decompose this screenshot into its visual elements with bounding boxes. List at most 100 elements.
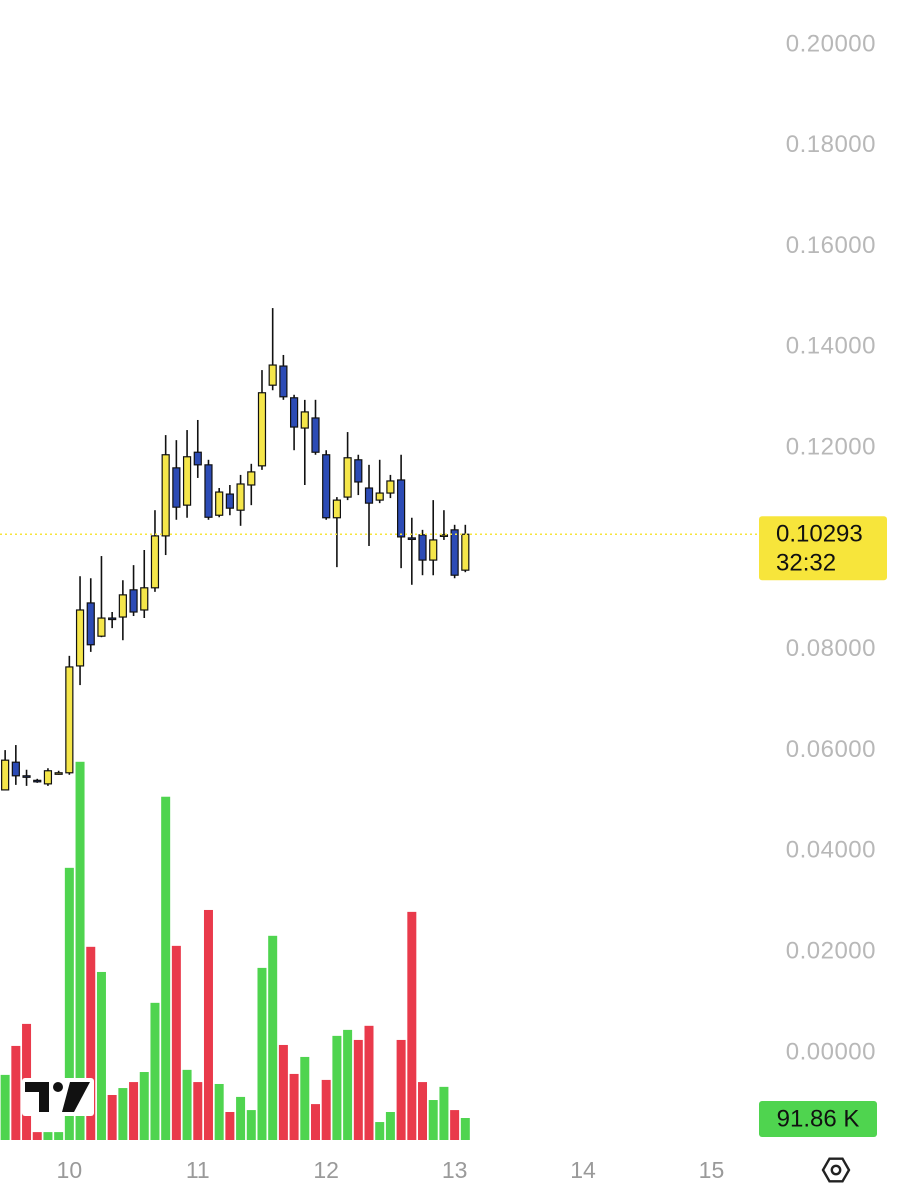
candle-body [172,467,181,508]
candle-body [461,533,470,571]
candle-body [225,493,234,509]
volume-bar [385,1111,395,1140]
candle-body [129,589,138,613]
x-tick-label: 10 [57,1157,83,1183]
candle-body [236,483,245,511]
volume-bar [64,867,74,1140]
candle-body [279,365,288,398]
volume-bar [428,1100,438,1140]
volume-bar [161,796,171,1140]
candle-body [140,587,149,611]
volume-bar [450,1110,460,1140]
volume-label: 91.86 K [777,1105,860,1132]
candle-body [33,779,42,783]
settings-button[interactable] [821,1157,851,1183]
candle-body [182,456,192,506]
candle-body [268,364,277,386]
candle-body [300,411,309,429]
candle-body [375,492,384,501]
candle-body [150,535,160,589]
volume-bar [311,1104,321,1140]
x-tick-label: 11 [186,1157,210,1183]
candle-body [86,602,95,646]
volume-bar [139,1072,149,1140]
volume-bar [171,945,181,1140]
candle-body [364,487,374,504]
candle-body [311,417,320,453]
candle-body [75,609,85,667]
volume-bar [343,1029,353,1140]
candle-body [354,459,363,483]
volume-bar [150,1002,160,1140]
volume-bar [321,1079,331,1140]
volume-bar [289,1073,299,1140]
candle-body [65,666,74,774]
volume-bar [54,1132,64,1140]
y-tick-label: 0.14000 [786,333,876,360]
candle-body [397,479,406,538]
volume-bar [396,1039,406,1140]
volume-bar [332,1035,342,1140]
y-tick-label: 0.20000 [786,30,876,57]
candle-body [43,770,53,785]
volume-bar [203,909,213,1140]
x-tick-label: 15 [699,1157,725,1183]
candle-body [450,529,459,576]
volume-bar [86,946,96,1140]
volume-bar [118,1088,128,1140]
volume-bar [182,1069,192,1140]
candle-body [247,471,256,486]
volume-tag [759,1101,877,1137]
candle-body [1,759,10,791]
volume-bar [375,1122,385,1140]
candle-body [118,594,127,618]
candle-body [322,454,331,519]
volume-layer [0,761,470,1140]
volume-bar [193,1082,203,1140]
volume-bar [364,1025,374,1140]
price-layer [1,308,470,791]
candle-body [386,480,395,494]
candle-body [429,539,438,561]
candle-body [215,491,224,516]
candle-body [161,454,170,537]
y-tick-label: 0.08000 [786,635,876,662]
volume-bar [407,911,417,1140]
volume-bar [300,1056,310,1140]
candle-body [204,464,213,518]
volume-bar [75,761,85,1140]
x-tick-label: 12 [313,1157,339,1183]
countdown-label: 32:32 [776,550,836,577]
candle-body [289,397,299,428]
volume-bar [107,1094,117,1140]
candle-body [257,392,267,467]
tradingview-logo [22,1078,94,1116]
volume-bar [278,1044,288,1140]
volume-bar [460,1118,470,1140]
volume-bar [11,1045,21,1140]
volume-bar [214,1083,224,1140]
y-tick-label: 0.16000 [786,232,876,259]
candle-body [332,499,341,519]
y-tick-label: 0.04000 [786,837,876,864]
y-tick-label: 0.06000 [786,736,876,763]
y-tick-label: 0.00000 [786,1038,876,1065]
volume-bar [246,1110,256,1140]
x-tick-label: 14 [570,1157,596,1183]
candle-body [407,537,416,541]
last-price-tag [759,516,887,581]
y-tick-label: 0.02000 [786,938,876,965]
volume-bar [129,1082,139,1140]
volume-bar [225,1111,235,1140]
candle-body [22,775,31,778]
candle-body [343,457,352,498]
axes-layer: 0.000000.020000.040000.060000.080000.100… [0,30,887,1183]
x-tick-label: 13 [442,1157,468,1183]
volume-bar [96,971,106,1140]
volume-bar [0,1074,10,1140]
volume-bar [236,1096,246,1140]
y-tick-label: 0.12000 [786,434,876,461]
candle-body [108,617,117,621]
volume-bar [32,1132,42,1140]
